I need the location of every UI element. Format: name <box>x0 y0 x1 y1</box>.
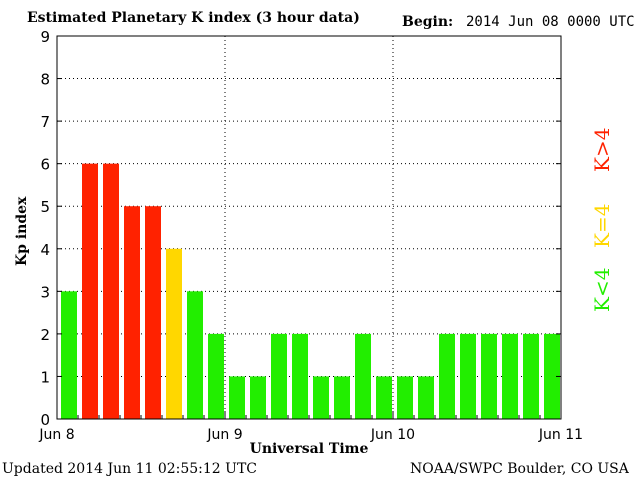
x-tick-label: Jun 10 <box>370 427 415 443</box>
y-tick-label: 3 <box>40 283 50 301</box>
kp-bar <box>229 376 245 419</box>
y-tick-label: 4 <box>40 241 50 259</box>
kp-bar <box>292 333 308 419</box>
y-tick-label: 2 <box>40 326 50 344</box>
begin-label: Begin: <box>402 14 454 30</box>
credit-text: NOAA/SWPC Boulder, CO USA <box>410 461 629 477</box>
kp-bar <box>145 206 161 419</box>
kp-bar <box>460 333 476 419</box>
kp-bar <box>376 376 392 419</box>
y-tick-label: 6 <box>40 156 50 174</box>
y-tick-label: 1 <box>40 368 50 386</box>
y-axis-label: Kp index <box>14 196 30 266</box>
x-axis-label: Universal Time <box>250 441 369 457</box>
kp-bar <box>418 376 434 419</box>
kp-bar <box>481 333 497 419</box>
kp-bar <box>439 333 455 419</box>
x-tick-label: Jun 11 <box>538 427 583 443</box>
kp-bar <box>523 333 539 419</box>
kp-bar <box>250 376 266 419</box>
kp-bar <box>271 333 287 419</box>
kp-bar <box>82 163 98 419</box>
kp-bar <box>544 333 560 419</box>
legend-k-greater-4: K>4 <box>590 127 614 172</box>
y-tick-label: 8 <box>40 71 50 89</box>
kp-bar <box>166 248 182 419</box>
chart-title: Estimated Planetary K index (3 hour data… <box>27 10 360 26</box>
kp-bar <box>61 291 77 419</box>
kp-bar <box>355 333 371 419</box>
begin-value: 2014 Jun 08 0000 UTC <box>466 14 635 30</box>
x-tick-label: Jun 9 <box>206 427 242 443</box>
legend-k-equal-4: K=4 <box>590 203 614 248</box>
y-tick-label: 5 <box>40 198 50 216</box>
kp-bar <box>103 163 119 419</box>
kp-bar <box>124 206 140 419</box>
y-tick-label: 7 <box>40 113 50 131</box>
kp-bar <box>187 291 203 419</box>
x-tick-label: Jun 8 <box>38 427 74 443</box>
y-tick-label: 9 <box>40 28 50 46</box>
legend-k-less-4: K<4 <box>590 267 614 312</box>
kp-bar <box>208 333 224 419</box>
kp-bar <box>502 333 518 419</box>
y-tick-label: 0 <box>40 411 50 429</box>
kp-bar <box>397 376 413 419</box>
kp-bar <box>334 376 350 419</box>
updated-timestamp: Updated 2014 Jun 11 02:55:12 UTC <box>2 461 258 477</box>
kp-bar <box>313 376 329 419</box>
